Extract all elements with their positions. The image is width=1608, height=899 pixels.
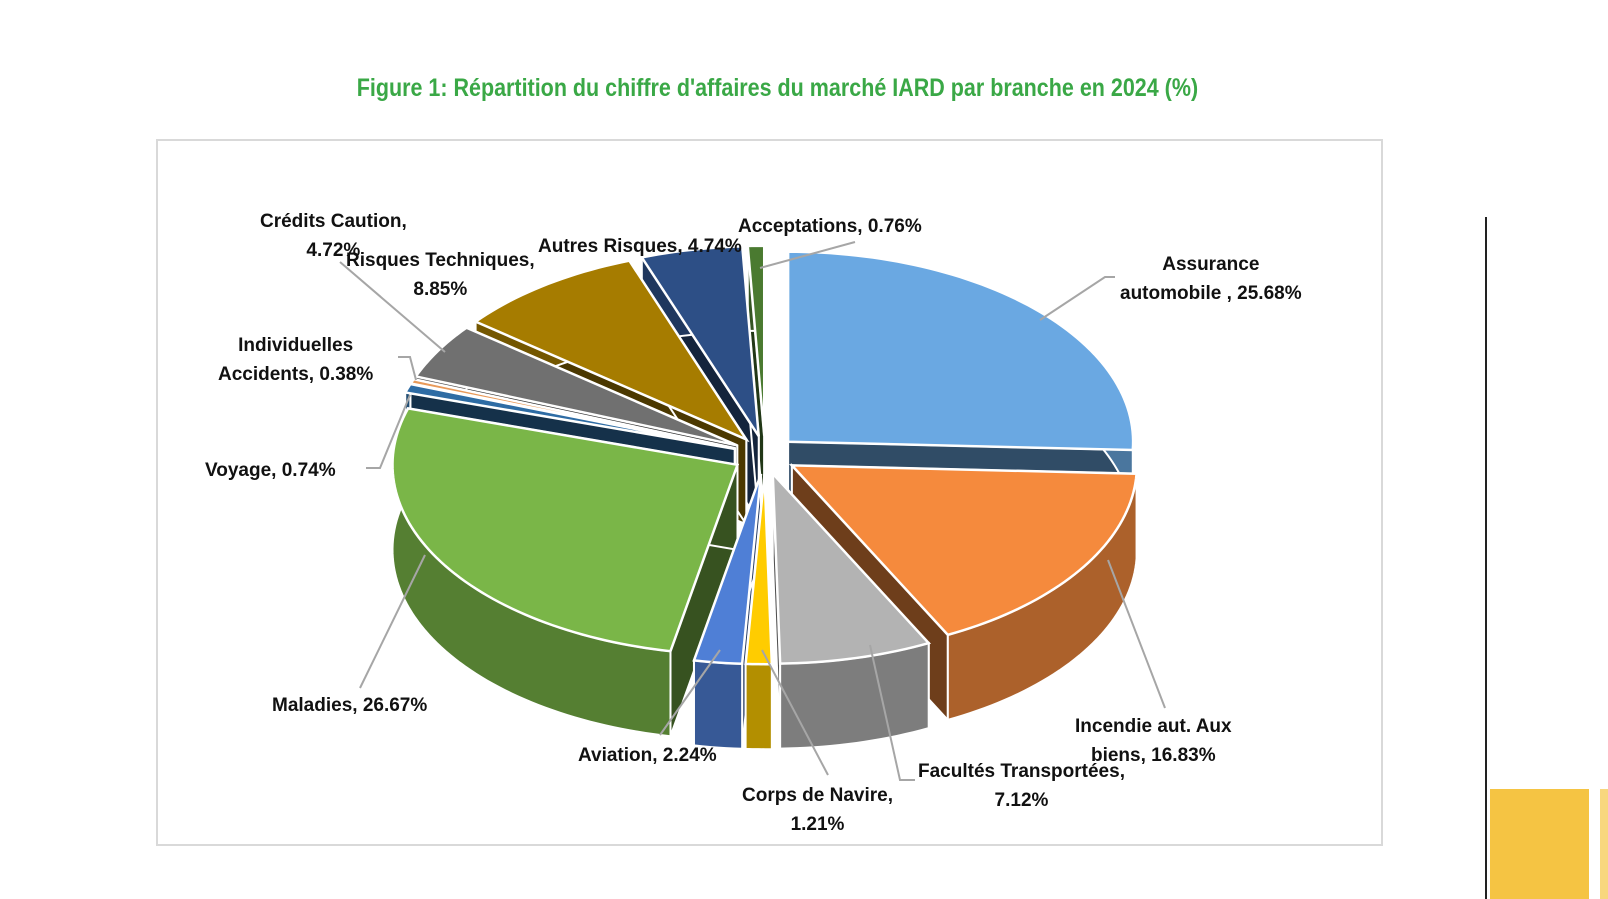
leader-line xyxy=(659,649,721,736)
slice-assurance-automobile xyxy=(786,250,1135,452)
data-label-assurance-automobile: Assurance automobile , 25.68% xyxy=(1120,254,1302,304)
data-label-acceptations: Acceptations, 0.76% xyxy=(738,216,922,237)
leader-line xyxy=(761,649,829,776)
decorative-square-light xyxy=(1600,789,1608,899)
slice-corps-de-navire xyxy=(744,474,774,666)
leader-line xyxy=(366,394,411,469)
data-label-individuelles-accidents: Individuelles Accidents, 0.38% xyxy=(218,335,374,385)
divider-line xyxy=(1485,217,1487,899)
data-label-aviation: Aviation, 2.24% xyxy=(578,745,717,766)
slice-incendie-aut-aux-biens xyxy=(788,464,1138,637)
slice-voyage xyxy=(403,382,735,451)
decorative-square xyxy=(1490,789,1589,899)
data-label-autres-risques: Autres Risques, 4.74% xyxy=(538,236,742,257)
leader-line xyxy=(1039,276,1115,321)
data-label-facultes-transportees: Facultés Transportées, 7.12% xyxy=(918,761,1125,811)
chart-title: Figure 1: Répartition du chiffre d'affai… xyxy=(356,74,1199,102)
slice-risques-techniques xyxy=(473,259,750,443)
slice-side-corps-de-navire xyxy=(744,662,773,751)
slice-facultes-transportees xyxy=(771,470,932,665)
data-label-corps-de-navire: Corps de Navire, 1.21% xyxy=(742,785,893,835)
slice-aviation xyxy=(692,473,763,666)
chart-frame xyxy=(156,139,1383,846)
leader-line xyxy=(339,261,446,353)
leader-line xyxy=(398,356,417,381)
leader-line xyxy=(1107,559,1166,709)
data-label-incendie: Incendie aut. Aux biens, 16.83% xyxy=(1075,716,1232,766)
data-label-risques-techniques: Risques Techniques, 8.85% xyxy=(346,250,535,300)
data-label-credits-caution: Crédits Caution, 4.72% xyxy=(260,211,407,261)
slice-side-aviation xyxy=(692,659,744,750)
leader-line xyxy=(759,241,856,269)
leader-line xyxy=(869,644,915,781)
slice-maladies xyxy=(391,407,740,653)
data-label-voyage: Voyage, 0.74% xyxy=(205,460,336,481)
slice-acceptations xyxy=(746,244,766,436)
data-label-maladies: Maladies, 26.67% xyxy=(272,695,428,716)
leader-line xyxy=(359,554,426,689)
slice-credits-caution xyxy=(413,326,738,447)
slice-autres-risques xyxy=(639,245,760,437)
